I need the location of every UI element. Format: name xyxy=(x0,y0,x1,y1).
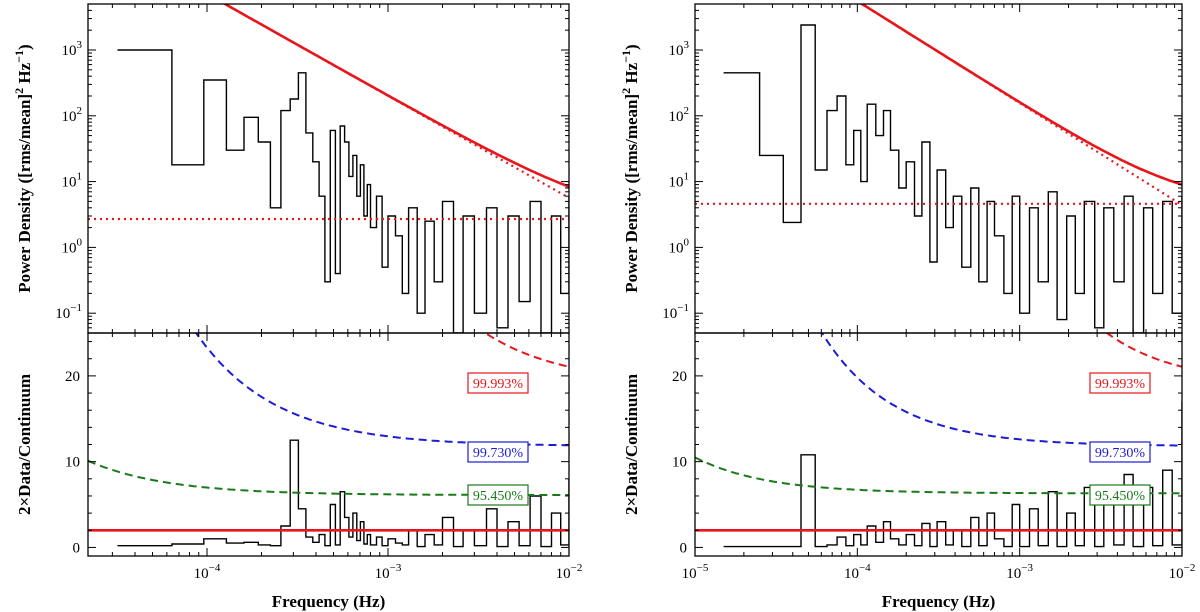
y-tick-label: 103 xyxy=(669,39,690,59)
series-99-993- xyxy=(483,333,569,368)
confidence-label: 99.993% xyxy=(1089,372,1151,394)
series-2-data-continuum xyxy=(723,401,1182,548)
x-tick-label: 10−4 xyxy=(194,562,221,582)
ticks xyxy=(88,3,570,334)
confidence-label-text: 99.993% xyxy=(1095,377,1146,392)
series-model-total- xyxy=(859,4,1182,186)
series-power-law-component xyxy=(222,4,569,199)
y-tick-label: 100 xyxy=(62,236,83,256)
y-tick-label: 103 xyxy=(62,39,83,59)
plot-area xyxy=(695,333,1182,548)
confidence-label-text: 99.730% xyxy=(473,446,524,461)
panel-top-right: 10−1 100 101 102 103 Power Density ([rms/mean… xyxy=(619,3,1183,334)
x-tick-label: 10−3 xyxy=(1006,562,1033,582)
y-tick-label: 10 xyxy=(672,455,687,471)
confidence-label-text: 95.450% xyxy=(1095,489,1146,504)
x-tick-label: 10−2 xyxy=(1169,562,1196,582)
y-tick-label: 0 xyxy=(680,540,688,556)
y-axis-label: Power Density ([rms/mean]2 Hz−1) xyxy=(619,44,641,292)
y-tick-label: 10 xyxy=(65,455,80,471)
x-tick-label: 10−2 xyxy=(556,562,583,582)
series-99-730- xyxy=(820,333,1182,447)
plot-area xyxy=(88,4,569,333)
x-tick-label: 10−5 xyxy=(682,562,709,582)
y-tick-label: 102 xyxy=(62,105,83,125)
panel-bottom-right: 99.993% 99.730% 95.450% 0 10 20 10−5 10−4 10−3 10… xyxy=(622,332,1196,611)
series-periodogram xyxy=(723,24,1182,333)
ticks xyxy=(694,3,1183,334)
y-tick-label: 20 xyxy=(65,369,80,385)
y-tick-label: 102 xyxy=(669,105,690,125)
plot-area xyxy=(695,4,1182,333)
x-tick-label: 10−3 xyxy=(375,562,402,582)
ticks xyxy=(694,333,1183,556)
confidence-label: 99.730% xyxy=(467,441,529,463)
confidence-label: 99.730% xyxy=(1089,441,1151,463)
x-axis-label: Frequency (Hz) xyxy=(882,592,995,611)
series-2-data-continuum xyxy=(117,439,569,548)
confidence-label: 95.450% xyxy=(1089,484,1151,506)
x-tick-label: 10−4 xyxy=(844,562,871,582)
x-axis-label: Frequency (Hz) xyxy=(272,592,385,611)
y-tick-label: 0 xyxy=(73,540,81,556)
ticks xyxy=(88,333,570,556)
y-tick-label: 101 xyxy=(669,171,690,191)
series-model-total- xyxy=(222,4,569,188)
y-tick-label: 100 xyxy=(669,236,690,256)
y-tick-label: 10−1 xyxy=(55,302,82,322)
confidence-label-text: 95.450% xyxy=(473,489,524,504)
y-axis-label: Power Density ([rms/mean]2 Hz−1) xyxy=(12,44,34,292)
y-tick-label: 10−1 xyxy=(662,302,689,322)
y-tick-label: 20 xyxy=(672,369,687,385)
y-axis-label: 2×Data/Continuum xyxy=(622,374,641,515)
series-power-law-component xyxy=(859,4,1182,206)
y-tick-label: 101 xyxy=(62,171,83,191)
series-99-993- xyxy=(1105,333,1182,368)
confidence-label: 95.450% xyxy=(467,484,529,506)
y-axis-label: 2×Data/Continuum xyxy=(15,374,34,515)
confidence-label-text: 99.993% xyxy=(473,377,524,392)
panel-top-left: 10−1 100 101 102 103 Power Density ([rms/mean… xyxy=(12,3,570,334)
panel-bottom-left: 99.993% 99.730% 95.450% 0 10 20 10−4 10−3 10−2 Fr… xyxy=(15,332,583,611)
confidence-label-text: 99.730% xyxy=(1095,446,1146,461)
confidence-label: 99.993% xyxy=(467,372,529,394)
series-periodogram xyxy=(117,49,569,333)
